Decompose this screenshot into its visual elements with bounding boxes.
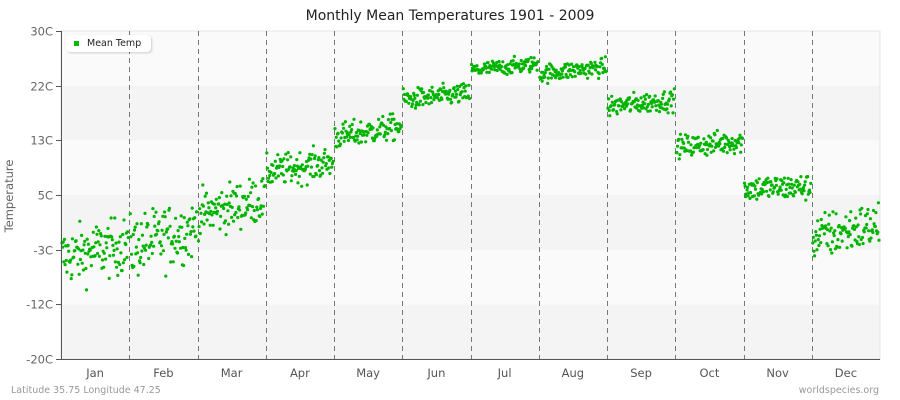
location-caption: Latitude 35.75 Longitude 47.25 bbox=[11, 385, 161, 396]
data-points bbox=[60, 54, 881, 292]
y-tick-label: 13C bbox=[30, 134, 53, 148]
x-tick-label: Jul bbox=[497, 366, 512, 380]
x-tick-label: Apr bbox=[290, 366, 310, 380]
x-tick-label: May bbox=[356, 366, 380, 380]
x-tick-label: Jan bbox=[85, 366, 104, 380]
legend-label: Mean Temp bbox=[87, 38, 142, 49]
y-tick-label: 22C bbox=[30, 80, 53, 94]
y-axis-label: Temperature bbox=[2, 160, 16, 234]
x-tick-label: Aug bbox=[562, 366, 584, 380]
x-tick-label: Oct bbox=[699, 366, 719, 380]
month-dividers bbox=[129, 31, 813, 359]
axes: -20C -12C -3C 5C 13C 22C 30C Jan Feb Mar Apr May Jun… bbox=[26, 25, 880, 380]
legend-swatch-icon bbox=[74, 41, 79, 46]
y-tick-label: -12C bbox=[26, 298, 53, 312]
legend[interactable]: Mean Temp bbox=[66, 35, 152, 52]
x-tick-label: Nov bbox=[766, 366, 789, 380]
x-tick-label: Feb bbox=[153, 366, 173, 380]
y-tick-label: -20C bbox=[26, 353, 53, 367]
background-bands bbox=[60, 30, 881, 360]
source-caption: worldspecies.org bbox=[798, 385, 879, 396]
x-tick-label: Mar bbox=[221, 366, 243, 380]
x-tick-label: Dec bbox=[835, 366, 857, 380]
chart-title: Monthly Mean Temperatures 1901 - 2009 bbox=[305, 8, 595, 24]
x-tick-label: Sep bbox=[630, 366, 652, 380]
x-tick-label: Jun bbox=[426, 366, 445, 380]
y-tick-label: 5C bbox=[38, 189, 53, 203]
y-tick-label: -3C bbox=[34, 244, 54, 258]
y-tick-label: 30C bbox=[30, 25, 53, 39]
